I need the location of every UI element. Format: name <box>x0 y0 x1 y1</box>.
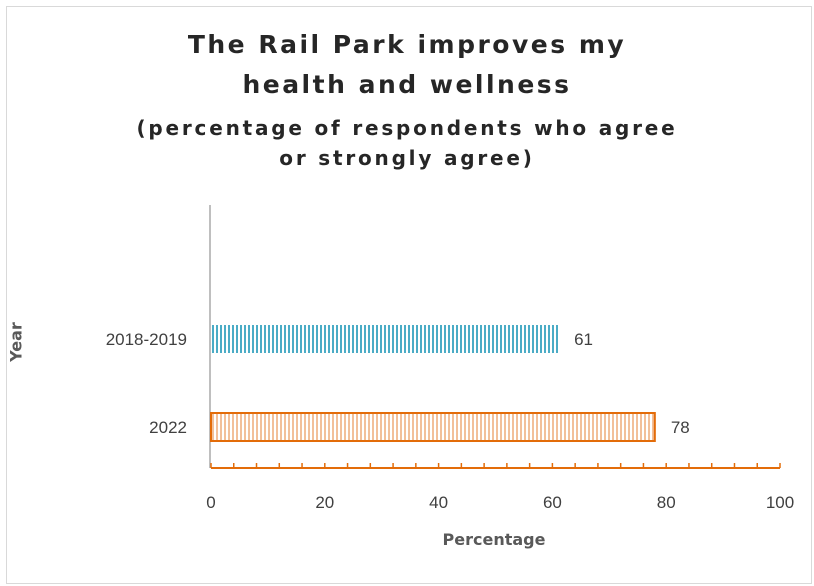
category-label: 2018-2019 <box>106 330 187 349</box>
x-tick-label: 20 <box>315 493 334 512</box>
bar-2022 <box>210 412 656 442</box>
data-label: 78 <box>671 418 690 437</box>
category-label: 2022 <box>149 418 187 437</box>
x-tick-label: 40 <box>429 493 448 512</box>
x-tick-label: 60 <box>543 493 562 512</box>
x-tick-label: 0 <box>206 493 215 512</box>
chart-subtitle-line-2: or strongly agree) <box>279 146 535 170</box>
chart-title-line-2: health and wellness <box>242 70 572 99</box>
data-label: 61 <box>574 330 593 349</box>
chart-frame <box>6 6 812 584</box>
chart-title-line-1: The Rail Park improves my <box>187 30 627 59</box>
x-tick-label: 100 <box>766 493 794 512</box>
x-tick-label: 80 <box>657 493 676 512</box>
x-axis-label: Percentage <box>442 530 546 549</box>
chart-subtitle-line-1: (percentage of respondents who agree <box>136 116 678 140</box>
bar-2018-2019 <box>211 325 559 353</box>
